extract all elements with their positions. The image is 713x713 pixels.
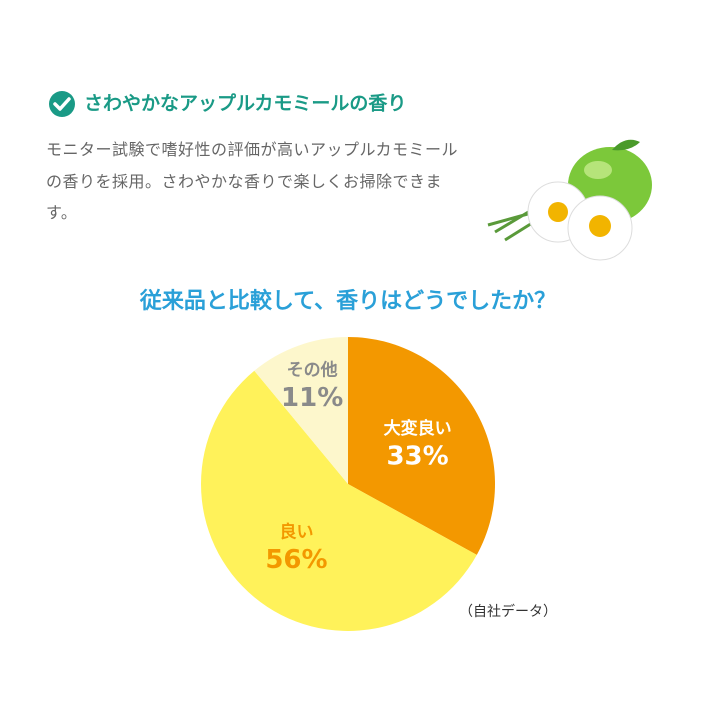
- value-label: 11%: [281, 383, 343, 413]
- heading: さわやかなアップルカモミールの香り: [84, 92, 406, 115]
- slice-label: 良い: [279, 521, 313, 542]
- slice-label: 大変良い: [384, 418, 452, 439]
- pie-slice: [254, 337, 348, 484]
- apple-illustration: [487, 139, 652, 261]
- pie-slice: [201, 370, 477, 631]
- check-icon: [49, 91, 75, 117]
- check-mark: [53, 97, 71, 111]
- chart-title: 従来品と比較して、香りはどうでしたか？: [139, 288, 556, 314]
- value-label: 33%: [386, 441, 448, 471]
- annotation: （自社データ）: [459, 603, 557, 620]
- value-label: 56%: [265, 545, 327, 575]
- pie-slice: [348, 337, 496, 555]
- slice-label: その他: [287, 359, 338, 380]
- description: モニター試験で嗜好性の評価が高いアップルカモミールの香りを採用。さわやかな香りで…: [46, 140, 459, 222]
